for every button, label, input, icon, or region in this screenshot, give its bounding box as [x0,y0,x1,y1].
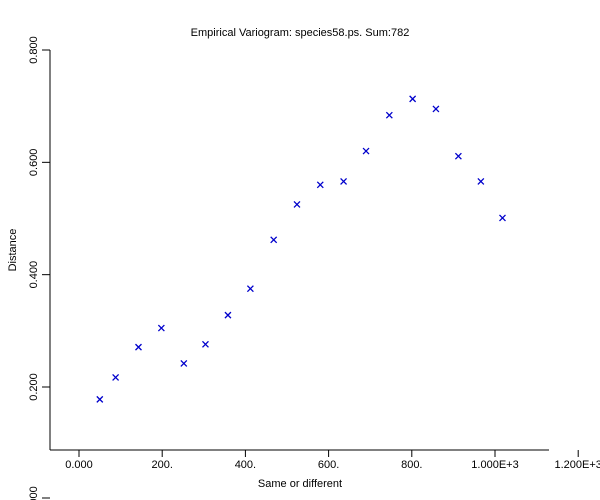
data-point [499,214,506,222]
y-tick-label: 0.800 [28,36,40,64]
x-tick-label: 0.000 [65,459,93,471]
data-point [180,359,188,367]
y-axis-ticks: 0.200 0.400 0.600 0.800 [28,36,50,401]
data-point [432,105,440,113]
data-point [157,324,165,332]
x-tick-label: 200. [151,459,172,471]
data-point [293,200,301,208]
data-point [362,147,370,155]
data-point [224,311,232,319]
y-tick-label: 0.200 [28,373,40,401]
x-tick-label: 600. [318,459,339,471]
stray-y-tick-label: 0.000 [28,486,40,500]
data-point [385,111,393,119]
data-point [340,177,348,185]
data-point [96,395,104,403]
data-points [96,95,506,403]
data-point [270,236,278,244]
y-axis-label: Distance [7,229,19,272]
x-tick-label: 800. [401,459,422,471]
chart-title: Empirical Variogram: species58.ps. Sum:7… [191,27,410,39]
y-tick-label: 0.400 [28,261,40,289]
data-point [202,340,209,348]
x-tick-label: 400. [235,459,256,471]
data-point [246,285,254,293]
data-point [409,95,417,103]
data-point [477,177,485,185]
x-tick-label: 1.200E+3 [554,459,600,471]
x-tick-label: 1.000E+3 [471,459,518,471]
y-tick-label: 0.600 [28,149,40,177]
data-point [454,152,462,160]
data-point [112,373,120,381]
data-point [316,181,324,189]
data-point [135,343,142,351]
x-axis-label: Same or different [258,478,342,490]
x-axis-ticks: 0.000 200. 400. 600. 800. 1.000E+3 1.200E+3 [65,450,600,471]
